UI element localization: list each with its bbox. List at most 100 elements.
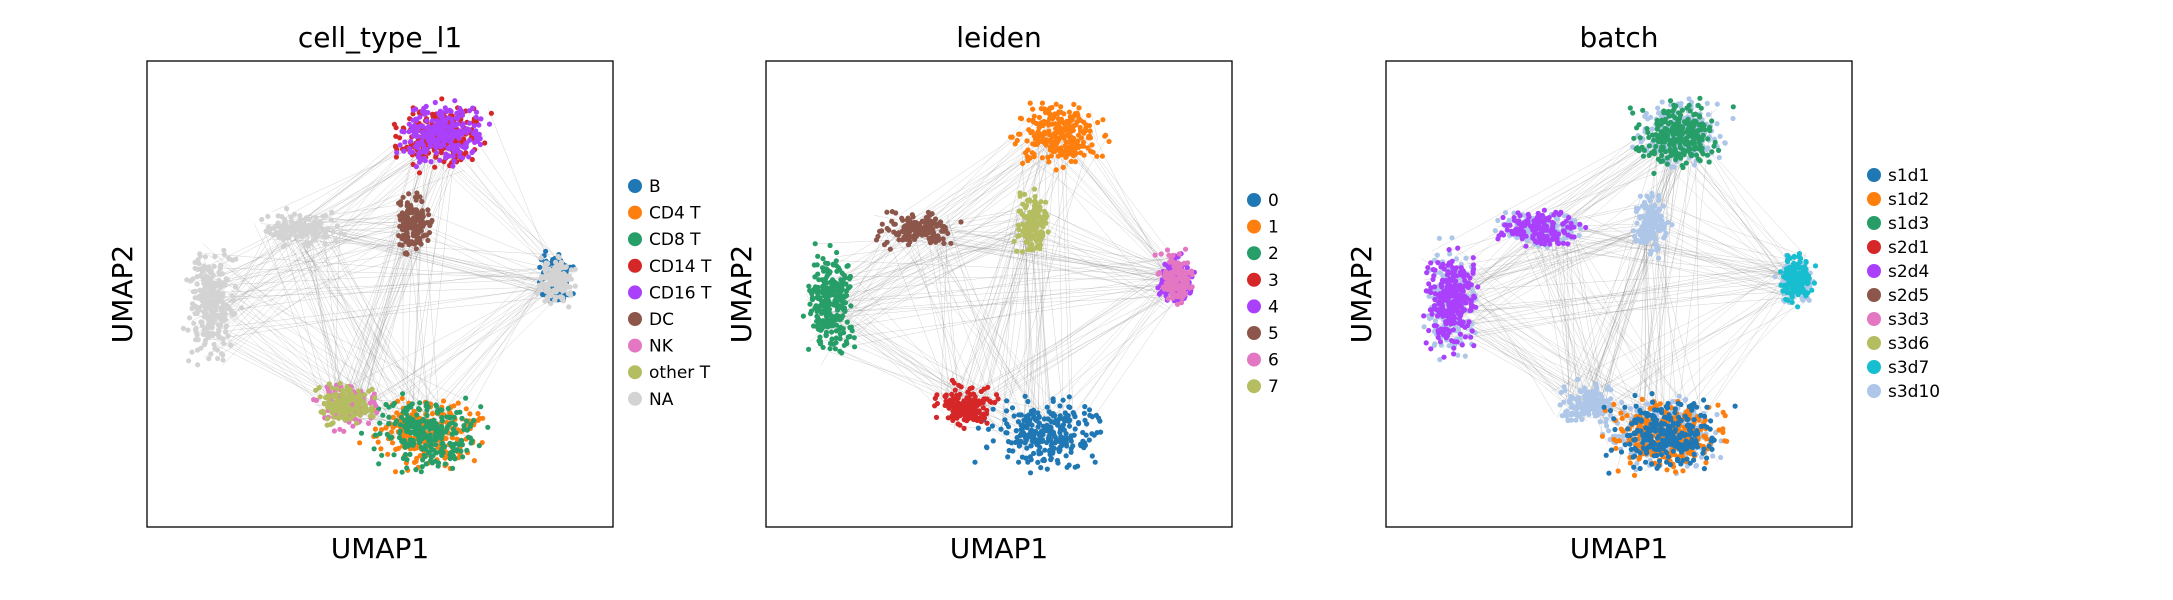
legend-label: other T (649, 363, 711, 383)
legend-item: 3 (1247, 271, 1279, 291)
graph-edge (1630, 139, 1687, 444)
data-point (420, 416, 426, 422)
data-point (1089, 142, 1095, 148)
graph-edge (1540, 234, 1691, 410)
graph-edge (966, 291, 1176, 411)
data-point (480, 415, 486, 421)
graph-edge (1459, 226, 1647, 293)
data-point (414, 412, 420, 418)
graph-edge (1075, 153, 1179, 284)
data-point (191, 320, 197, 326)
data-point (1060, 164, 1066, 170)
data-point (942, 393, 948, 399)
graph-edge (386, 261, 544, 423)
data-point (951, 410, 957, 416)
data-point (833, 258, 839, 264)
graph-edge (1694, 129, 1701, 411)
graph-edge (825, 218, 1035, 352)
data-point (197, 251, 203, 257)
data-point (473, 109, 480, 115)
data-point (413, 116, 419, 122)
graph-edge (927, 217, 1034, 442)
graph-edge (411, 132, 427, 446)
data-point (1174, 269, 1180, 275)
graph-edge (820, 306, 957, 399)
data-point (1051, 445, 1057, 451)
data-point (203, 305, 209, 311)
data-point (450, 153, 456, 159)
data-point (1027, 470, 1034, 476)
data-point (466, 154, 472, 160)
data-point (820, 284, 826, 290)
graph-edge (1472, 275, 1556, 416)
graph-edge (825, 333, 977, 398)
data-point (1088, 148, 1094, 154)
data-point (419, 198, 425, 205)
data-point (565, 291, 572, 297)
graph-edge (1448, 291, 1793, 313)
graph-edge (838, 260, 1171, 276)
data-point (230, 257, 236, 263)
data-point (435, 463, 441, 469)
data-point (212, 253, 218, 259)
data-point (471, 417, 477, 423)
data-point (239, 305, 245, 311)
data-point (879, 228, 885, 234)
data-point (830, 262, 836, 268)
graph-edge (1044, 239, 1065, 425)
data-point (220, 357, 226, 363)
graph-edge (1460, 250, 1664, 415)
data-point (1076, 132, 1082, 138)
data-point (1182, 246, 1189, 252)
data-point (347, 394, 353, 400)
data-point (847, 284, 853, 290)
graph-edge (1027, 257, 1179, 274)
data-point (912, 236, 918, 242)
data-point (551, 287, 557, 293)
graph-edge (1449, 271, 1800, 317)
data-point (403, 212, 410, 219)
data-point (843, 288, 850, 294)
data-point (396, 200, 402, 206)
data-point (1039, 100, 1045, 106)
data-point (376, 461, 382, 467)
graph-edge (835, 220, 1039, 317)
data-point (209, 309, 215, 315)
data-point (306, 216, 312, 222)
graph-edge (1064, 147, 1074, 426)
graph-edge (309, 225, 332, 395)
data-point (1080, 438, 1086, 444)
data-point (1046, 159, 1052, 165)
data-point (415, 145, 421, 151)
data-point (404, 465, 410, 471)
graph-edge (191, 204, 412, 322)
data-point (406, 191, 412, 197)
graph-edge (423, 206, 440, 425)
data-point (543, 248, 549, 254)
graph-edge (1567, 240, 1570, 399)
data-point (372, 432, 378, 438)
data-point (423, 442, 429, 448)
graph-edge (1001, 208, 1018, 433)
data-point (439, 131, 445, 137)
graph-edge (1037, 291, 1186, 432)
data-point (442, 461, 448, 467)
data-point (1031, 186, 1038, 192)
data-point (881, 242, 888, 248)
data-point (216, 278, 222, 284)
data-point (1081, 410, 1087, 416)
graph-edge (354, 134, 441, 408)
legend-item: 7 (1247, 377, 1279, 397)
data-point (451, 446, 457, 452)
data-point (203, 273, 209, 279)
data-point (1055, 460, 1061, 466)
data-point (1041, 416, 1047, 422)
graph-edge (995, 208, 1026, 406)
data-point (1009, 405, 1016, 411)
data-point (1026, 197, 1032, 203)
data-point (435, 408, 441, 414)
data-point (369, 386, 375, 392)
data-point (197, 273, 204, 279)
graph-edge (897, 132, 1040, 234)
graph-edge (1048, 145, 1178, 274)
